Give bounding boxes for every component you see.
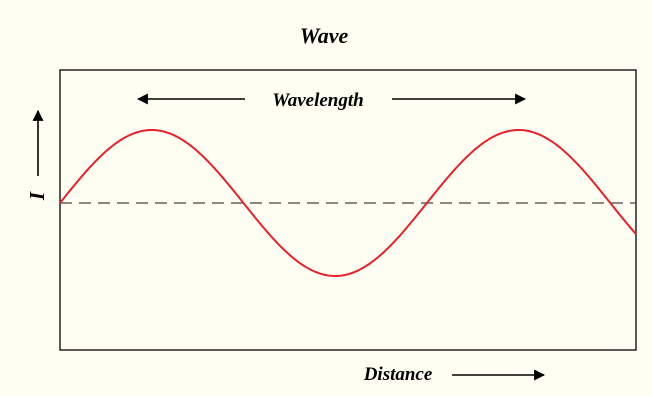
plot-frame bbox=[59, 69, 637, 351]
wavelength-label: Wavelength bbox=[272, 90, 363, 111]
x-axis-label: Distance bbox=[363, 364, 433, 385]
sine-wave bbox=[59, 128, 637, 278]
diagram-title: Wave bbox=[300, 23, 349, 48]
y-axis-label: I bbox=[25, 191, 49, 201]
